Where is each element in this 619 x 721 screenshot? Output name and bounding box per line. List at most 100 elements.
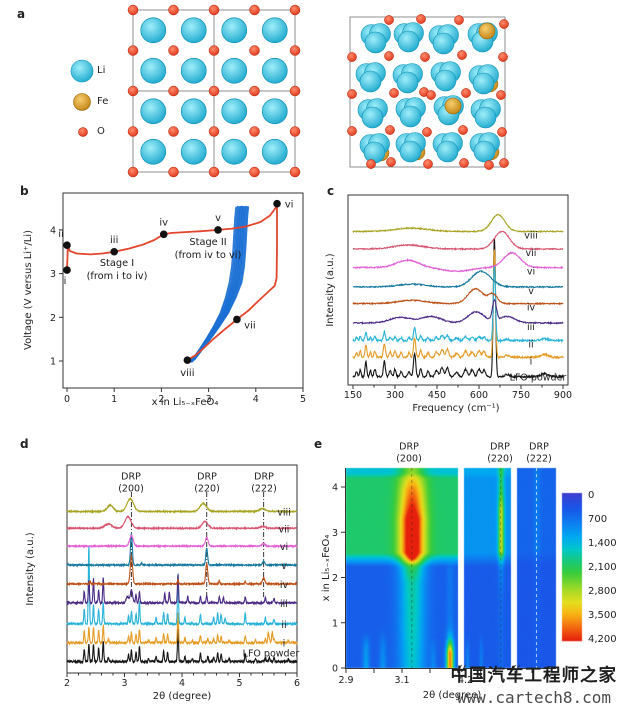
d-powder-label: LFO powder — [242, 648, 300, 660]
colorbar-label-2800: 2,800 — [588, 586, 617, 597]
e-x-tick-label: 3.1 — [394, 675, 409, 686]
ordered-structure — [127, 4, 301, 178]
b-point-label-vii: vii — [244, 320, 255, 331]
b-point-label-vi: vi — [285, 200, 294, 211]
li-atom — [396, 71, 419, 94]
b-point-label-ii: ii — [58, 229, 64, 240]
c-trace-i — [352, 249, 564, 361]
li-atom — [473, 140, 496, 163]
panel-letter-b: b — [20, 184, 29, 198]
b-charge-curve — [66, 203, 278, 271]
b-marker-viii — [183, 356, 192, 364]
c-trace-iv — [352, 287, 564, 306]
c-trace-ii — [352, 265, 564, 344]
li-atom — [436, 140, 459, 163]
o-atom — [347, 52, 357, 62]
o-atom — [168, 126, 179, 137]
b-x-tick-label: 3 — [206, 394, 212, 405]
o-atom — [459, 158, 469, 168]
o-atom — [484, 160, 494, 170]
colorbar-label-3500: 3,500 — [588, 610, 617, 621]
li-atom — [472, 72, 495, 95]
o-atom — [389, 88, 399, 98]
b-y-tick-label: 4 — [50, 225, 56, 236]
c-y-axis-title: Intensity (a.u.) — [325, 253, 336, 327]
li-atom — [140, 57, 167, 84]
li-atom — [180, 17, 207, 44]
li-atom — [474, 106, 497, 129]
o-atom — [461, 88, 471, 98]
d-x-tick-label: 5 — [236, 678, 242, 689]
li-atom — [361, 106, 384, 129]
o-atom — [208, 126, 220, 137]
o-atom — [458, 125, 468, 135]
c-x-tick-label: 750 — [512, 390, 530, 401]
b-marker-iii — [110, 247, 118, 256]
c-trace-viii — [352, 213, 564, 234]
c-trace-lfo-powder — [352, 239, 564, 380]
o-atom — [208, 166, 220, 178]
d-trace-viii — [66, 497, 298, 515]
b-x-tick-label: 4 — [253, 394, 259, 405]
d-trace-iv — [66, 554, 298, 587]
li-atom — [261, 17, 288, 44]
b-y-axis-title: Voltage (V versus Li⁺/Li) — [23, 230, 34, 350]
o-atom — [347, 89, 357, 99]
o-atom — [168, 45, 179, 56]
d-trace-v — [66, 531, 298, 568]
li-atom — [221, 98, 248, 125]
d-trace-label-iv: iv — [280, 580, 289, 591]
o-atom — [249, 4, 260, 16]
li-atom — [261, 138, 288, 165]
d-trace-label-viii: viii — [277, 507, 291, 518]
li-atom — [221, 57, 248, 84]
li-atom — [180, 57, 207, 84]
legend-swatch-li — [70, 59, 94, 83]
o-atom — [499, 158, 509, 168]
d-trace-label-i: i — [283, 639, 286, 650]
e-y-tick-label: 4 — [332, 483, 338, 494]
li-atom — [363, 141, 386, 164]
colorbar-label-0: 0 — [588, 490, 595, 501]
o-atom — [289, 126, 301, 137]
o-atom — [416, 14, 426, 24]
d-x-tick-label: 6 — [294, 678, 300, 689]
o-atom — [168, 85, 179, 97]
b-x-tick-label: 2 — [158, 394, 164, 405]
b-y-tick-label: 1 — [50, 357, 56, 368]
li-atom — [140, 138, 167, 165]
b-point-label-iii: iii — [110, 235, 118, 246]
legend-swatch-o — [78, 127, 88, 137]
c-x-tick-label: 450 — [428, 390, 446, 401]
c-trace-label-vii: vii — [526, 248, 537, 259]
c-x-tick-label: 300 — [386, 390, 404, 401]
panel-letter-d: d — [20, 437, 29, 451]
panel-letter-a: a — [17, 7, 26, 21]
d-x-tick-label: 2 — [64, 678, 70, 689]
b-point-label-iv: iv — [159, 217, 168, 228]
d-trace-ii — [66, 545, 298, 627]
li-atom — [434, 69, 457, 92]
b-point-label-v: v — [215, 213, 221, 224]
colorbar-label-4200: 4,200 — [588, 634, 617, 645]
d-trace-label-vi: vi — [280, 542, 288, 553]
b-marker-v — [214, 226, 222, 234]
d-trace-iii — [66, 573, 298, 606]
o-atom — [499, 19, 509, 29]
o-atom — [426, 90, 436, 100]
d-x-tick-label: 3 — [121, 678, 127, 689]
c-x-tick-label: 150 — [344, 390, 362, 401]
c-x-axis-title: Frequency (cm⁻¹) — [412, 403, 500, 414]
c-trace-vi — [352, 251, 564, 273]
o-atom — [168, 166, 179, 178]
e-drp220-label-line2: (220) — [487, 453, 513, 465]
c-trace-vii — [352, 230, 564, 251]
o-atom — [457, 50, 467, 60]
e-x-tick-label: 4.2 — [458, 675, 473, 686]
d-trace-vi — [66, 534, 298, 549]
li-atom — [140, 98, 167, 125]
c-x-tick-label: 600 — [470, 390, 488, 401]
d-drp200-label-line2: (200) — [118, 483, 144, 495]
li-atom — [359, 70, 382, 93]
